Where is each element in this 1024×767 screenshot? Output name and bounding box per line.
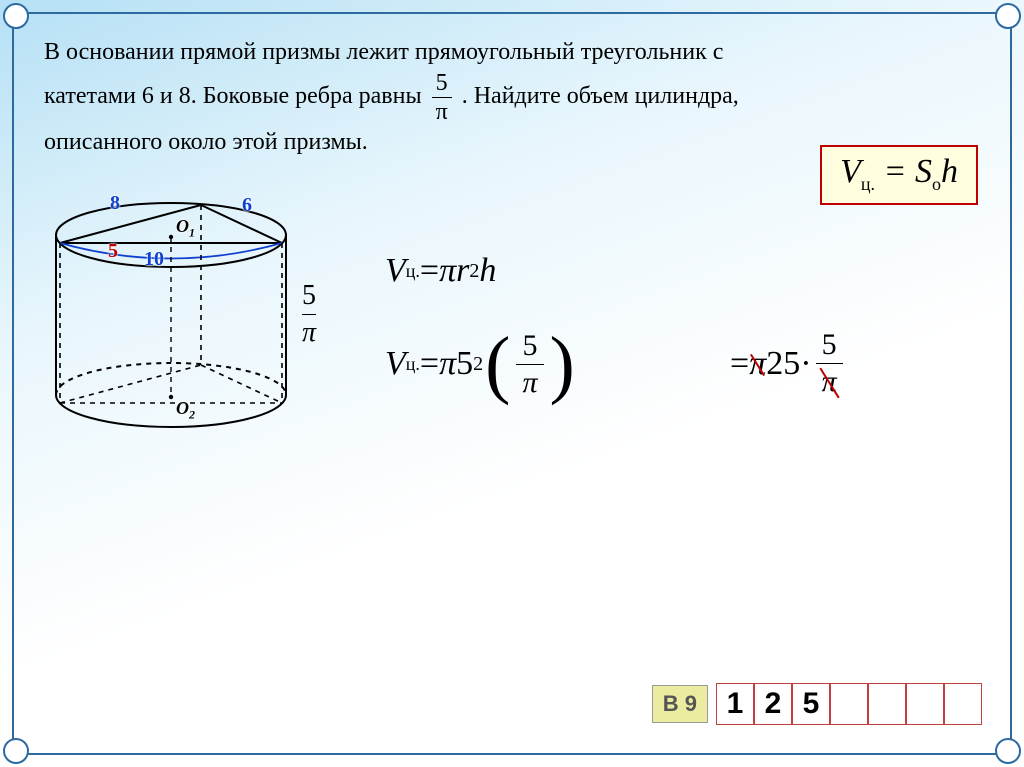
eq2-frac-5-pi: 5 π <box>516 331 543 398</box>
label-o2-text: О <box>176 398 189 418</box>
eq2-sub: ц. <box>406 354 420 375</box>
formula-V-sub: ц. <box>861 174 875 194</box>
frame-corner <box>995 3 1021 29</box>
label-o2-sub: 2 <box>189 408 195 422</box>
problem-fraction: 5 π <box>432 71 452 124</box>
label-o1-text: О <box>176 216 189 236</box>
diagram-svg <box>36 190 306 450</box>
eq2b-25: 25 <box>766 345 800 383</box>
answer-cell[interactable]: 2 <box>754 683 792 725</box>
main-formula-box: Vц. = Sоh <box>820 145 978 205</box>
eq2-exp: 2 <box>473 353 483 376</box>
height-frac-num: 5 <box>302 280 316 312</box>
problem-line2a: катетами 6 и 8. Боковые ребра равны <box>44 83 428 109</box>
answer-cell[interactable] <box>906 683 944 725</box>
formula-eq: = <box>884 153 915 190</box>
label-o1-sub: 1 <box>189 226 195 240</box>
label-o1: О1 <box>176 216 195 241</box>
formula-h: h <box>941 153 958 190</box>
eq1-sub: ц. <box>406 261 420 282</box>
answer-cell[interactable] <box>944 683 982 725</box>
answer-cell[interactable] <box>830 683 868 725</box>
strike-pi-1: π <box>749 345 766 383</box>
label-o2: О2 <box>176 398 195 423</box>
answer-row: В 9 1 2 5 <box>652 683 982 725</box>
answer-cell[interactable] <box>868 683 906 725</box>
problem-line2b: . Найдите объем цилиндра, <box>462 83 739 109</box>
equation-volume-substituted: Vц. = π 52 ( 5 π ) <box>385 330 577 398</box>
problem-line1: В основании прямой призмы лежит прямоуго… <box>44 39 723 65</box>
eq1-pi: π <box>439 252 456 290</box>
problem-frac-num: 5 <box>432 71 452 95</box>
eq1-r: r <box>456 252 469 290</box>
problem-statement: В основании прямой призмы лежит прямоуго… <box>44 34 974 161</box>
height-frac-den: π <box>302 317 316 349</box>
formula-S: S <box>915 153 932 190</box>
height-fraction: 5 π <box>302 280 316 349</box>
eq2b-eq: = <box>730 345 749 383</box>
answer-cell[interactable]: 1 <box>716 683 754 725</box>
formula-S-sub: о <box>932 174 941 194</box>
label-leg-6: 6 <box>242 194 252 217</box>
frame-corner <box>3 738 29 764</box>
eq2-V: V <box>385 345 406 383</box>
frame-corner <box>995 738 1021 764</box>
label-leg-8: 8 <box>110 192 120 215</box>
eq1-exp: 2 <box>469 260 479 283</box>
cylinder-prism-diagram: 8 6 5 10 О1 О2 <box>36 190 306 450</box>
problem-line3: описанного около этой призмы. <box>44 129 368 155</box>
eq2-eq: = <box>420 345 439 383</box>
eq1-eq: = <box>420 252 439 290</box>
answer-cell[interactable]: 5 <box>792 683 830 725</box>
label-radius-5: 5 <box>108 240 118 263</box>
formula-V: V <box>840 153 861 190</box>
equation-volume-simplified: = π 25 · 5 π <box>730 330 847 397</box>
eq2-frac-num: 5 <box>516 331 543 361</box>
eq2b-frac-num: 5 <box>816 330 843 360</box>
eq2b-frac-5-pi: 5 π <box>816 330 843 397</box>
eq2-pi: π <box>439 345 456 383</box>
eq1-V: V <box>385 252 406 290</box>
eq2b-dot: · <box>800 345 811 383</box>
strike-pi-2: π <box>816 367 843 397</box>
equation-volume-general: Vц. = π r2h <box>385 252 496 290</box>
answer-label: В 9 <box>652 685 708 723</box>
problem-frac-den: π <box>432 100 452 124</box>
eq2b-frac-den: π <box>822 365 837 398</box>
frame-corner <box>3 3 29 29</box>
eq2-frac-den: π <box>516 368 543 398</box>
label-hyp-10: 10 <box>144 248 164 271</box>
eq2-5: 5 <box>456 345 473 383</box>
eq2b-pi: π <box>749 345 766 382</box>
eq1-h: h <box>479 252 496 290</box>
